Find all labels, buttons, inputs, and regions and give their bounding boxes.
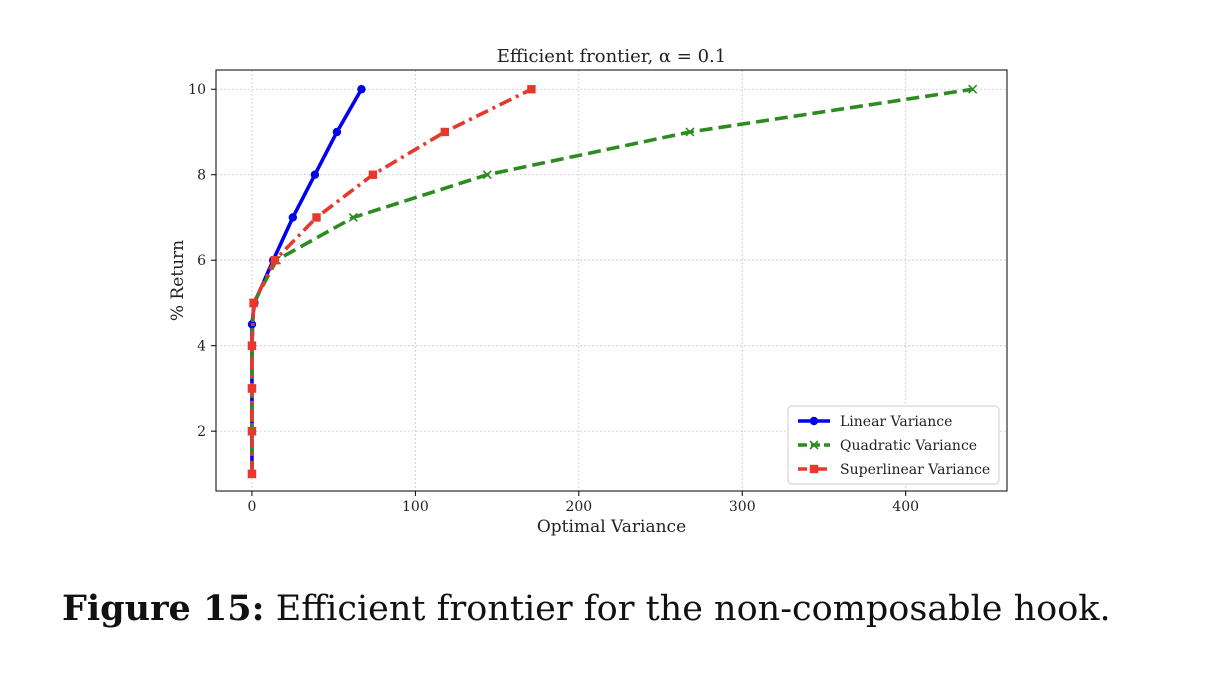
legend-marker (809, 416, 819, 426)
legend-marker (809, 464, 819, 474)
series-layer (247, 84, 978, 479)
data-point (249, 298, 258, 308)
data-point (247, 469, 257, 479)
series-line (250, 88, 364, 474)
legend-item: Superlinear Variance (798, 462, 990, 478)
data-point (685, 127, 695, 137)
data-point (482, 170, 492, 180)
legend-marker (809, 440, 819, 450)
legend-label: Superlinear Variance (840, 462, 990, 478)
data-point (348, 212, 358, 223)
legend: Linear Variance Quadratic Variance Superli… (787, 405, 1000, 485)
chart-title: Efficient frontier, α = 0.1 (497, 46, 726, 67)
data-point (527, 85, 536, 94)
data-point (310, 170, 320, 179)
caption-label: Figure 15: (62, 588, 265, 629)
caption-text: Efficient frontier for the non-composabl… (275, 589, 1111, 629)
y-axis-label: % Return (168, 240, 188, 321)
legend-label: Quadratic Variance (840, 438, 977, 454)
data-point (440, 127, 450, 137)
data-point (357, 85, 366, 94)
x-tick-label: 100 (402, 499, 429, 515)
efficient-frontier-chart: Efficient frontier, α = 0.1 0 100 200 300 40… (168, 46, 1008, 537)
y-tick-label: 8 (197, 168, 206, 184)
x-tick-label: 0 (247, 499, 256, 515)
x-axis-label: Optimal Variance (537, 517, 686, 537)
y-tick-label: 6 (197, 253, 206, 269)
data-point (247, 384, 257, 393)
x-tick-label: 400 (892, 499, 919, 515)
data-point (247, 341, 257, 350)
plot-frame (215, 69, 1008, 492)
data-point (332, 127, 342, 137)
legend-box (787, 405, 1000, 485)
legend-item: Linear Variance (798, 414, 952, 430)
y-tick-label: 4 (197, 339, 206, 355)
data-point (368, 170, 378, 179)
series-superlinear-variance (247, 85, 536, 479)
legend-label: Linear Variance (840, 414, 952, 430)
data-point (288, 213, 298, 222)
data-point (968, 84, 978, 94)
figure-caption: Figure 15: Efficient frontier for the no… (62, 588, 1182, 629)
data-point (247, 426, 257, 436)
y-tick-label: 10 (188, 82, 206, 98)
legend-item: Quadratic Variance (798, 438, 977, 454)
data-point (270, 255, 280, 265)
series-line (250, 87, 533, 474)
y-tick-label: 2 (197, 424, 206, 440)
axis-ticks: 0 100 200 300 400 2 4 6 8 10 (188, 82, 919, 515)
x-tick-label: 300 (729, 499, 756, 515)
x-tick-label: 200 (565, 499, 592, 515)
data-point (312, 213, 321, 222)
